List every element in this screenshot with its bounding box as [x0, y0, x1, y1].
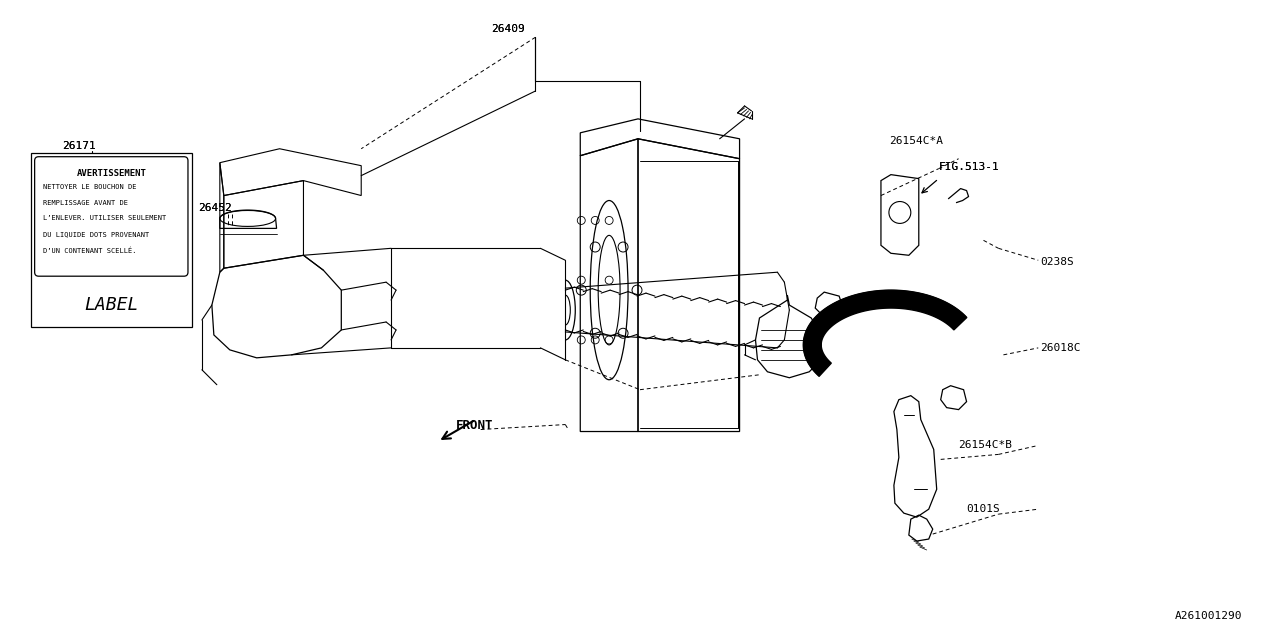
- Text: 26171: 26171: [63, 141, 96, 151]
- Text: FIG.513-1: FIG.513-1: [938, 162, 1000, 172]
- Text: 26452: 26452: [198, 204, 232, 214]
- Text: AVERTISSEMENT: AVERTISSEMENT: [77, 169, 146, 178]
- Text: 0238S: 0238S: [1041, 257, 1074, 268]
- Text: 26018C: 26018C: [1041, 343, 1080, 353]
- Text: 26409: 26409: [490, 24, 525, 35]
- Text: 26452: 26452: [198, 204, 232, 214]
- Text: REMPLISSAGE AVANT DE: REMPLISSAGE AVANT DE: [42, 200, 128, 205]
- Text: LABEL: LABEL: [84, 296, 138, 314]
- Text: DU LIQUIDE DOTS PROVENANT: DU LIQUIDE DOTS PROVENANT: [42, 232, 148, 237]
- Bar: [31, 153, 192, 327]
- Text: 26154C*A: 26154C*A: [888, 136, 943, 146]
- Text: NETTOYER LE BOUCHON DE: NETTOYER LE BOUCHON DE: [42, 184, 136, 189]
- Text: A261001290: A261001290: [1175, 611, 1243, 621]
- Text: 26171: 26171: [63, 141, 96, 151]
- Text: D’UN CONTENANT SCELLÉ.: D’UN CONTENANT SCELLÉ.: [42, 247, 136, 253]
- Text: 26409: 26409: [490, 24, 525, 35]
- FancyBboxPatch shape: [35, 157, 188, 276]
- Polygon shape: [804, 290, 966, 376]
- Text: 0101S: 0101S: [966, 504, 1001, 514]
- Text: FIG.513-1: FIG.513-1: [938, 162, 1000, 172]
- Text: L’ENLEVER. UTILISER SEULEMENT: L’ENLEVER. UTILISER SEULEMENT: [42, 216, 166, 221]
- Text: 26154C*B: 26154C*B: [959, 440, 1012, 451]
- Text: FRONT: FRONT: [456, 419, 493, 432]
